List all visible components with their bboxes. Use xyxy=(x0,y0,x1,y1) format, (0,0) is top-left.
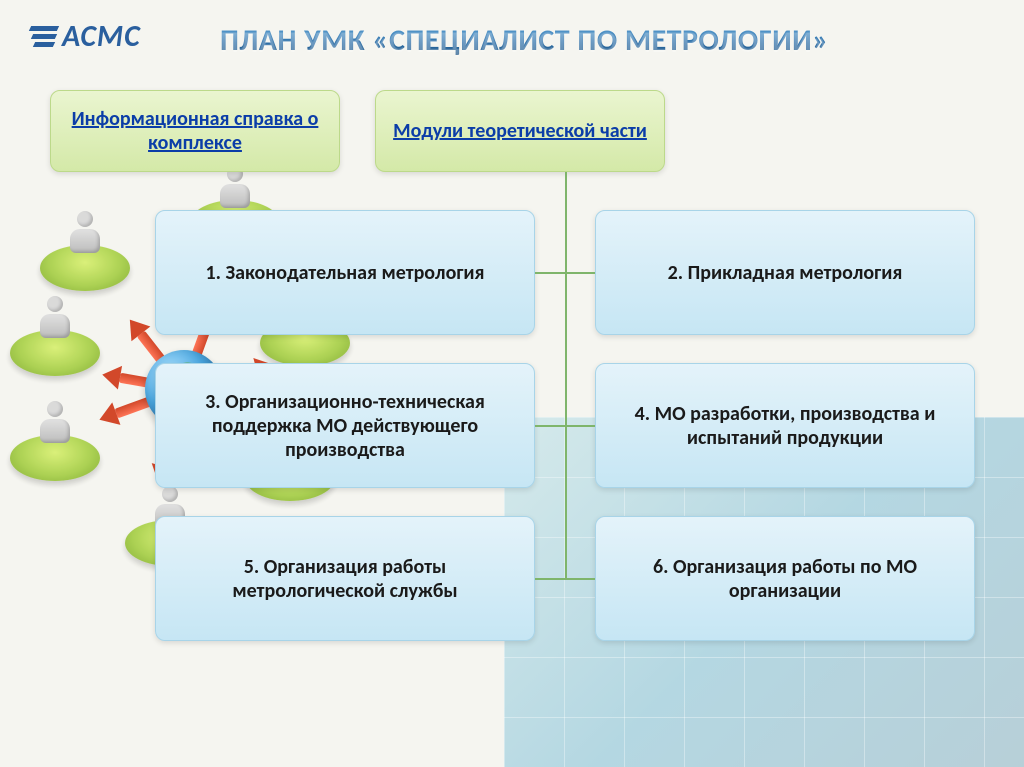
node-label: 1. Законодательная метрология xyxy=(205,261,484,285)
node-label: 2. Прикладная метрология xyxy=(668,261,903,285)
node-m6: 6. Организация работы по МО организации xyxy=(595,516,975,641)
node-label: Информационная справка о комплексе xyxy=(65,107,325,155)
connector xyxy=(535,578,595,580)
connector xyxy=(535,425,595,427)
connector xyxy=(535,272,595,274)
logo: АСМС xyxy=(30,18,141,55)
node-label: 4. МО разработки, производства и испытан… xyxy=(610,402,960,450)
page-title-text: ПЛАН УМК «СПЕЦИАЛИСТ ПО МЕТРОЛОГИИ» xyxy=(220,22,829,59)
logo-bars-icon xyxy=(30,26,58,47)
diagram-canvas: Информационная справка о комплексе Модули… xyxy=(0,90,1024,760)
node-label: Модули теоретической части xyxy=(393,119,647,143)
node-label: 5. Организация работы метрологической сл… xyxy=(170,555,520,603)
node-label: 3. Организационно-техническая поддержка … xyxy=(170,390,520,462)
node-label: 6. Организация работы по МО организации xyxy=(610,555,960,603)
node-m4: 4. МО разработки, производства и испытан… xyxy=(595,363,975,488)
node-info_help[interactable]: Информационная справка о комплексе xyxy=(50,90,340,172)
node-m3: 3. Организационно-техническая поддержка … xyxy=(155,363,535,488)
node-modules_head[interactable]: Модули теоретической части xyxy=(375,90,665,172)
logo-text: АСМС xyxy=(62,18,141,55)
node-m1: 1. Законодательная метрология xyxy=(155,210,535,335)
page-title: ПЛАН УМК «СПЕЦИАЛИСТ ПО МЕТРОЛОГИИ» xyxy=(220,22,1004,59)
node-m5: 5. Организация работы метрологической сл… xyxy=(155,516,535,641)
node-m2: 2. Прикладная метрология xyxy=(595,210,975,335)
connector xyxy=(565,172,567,578)
